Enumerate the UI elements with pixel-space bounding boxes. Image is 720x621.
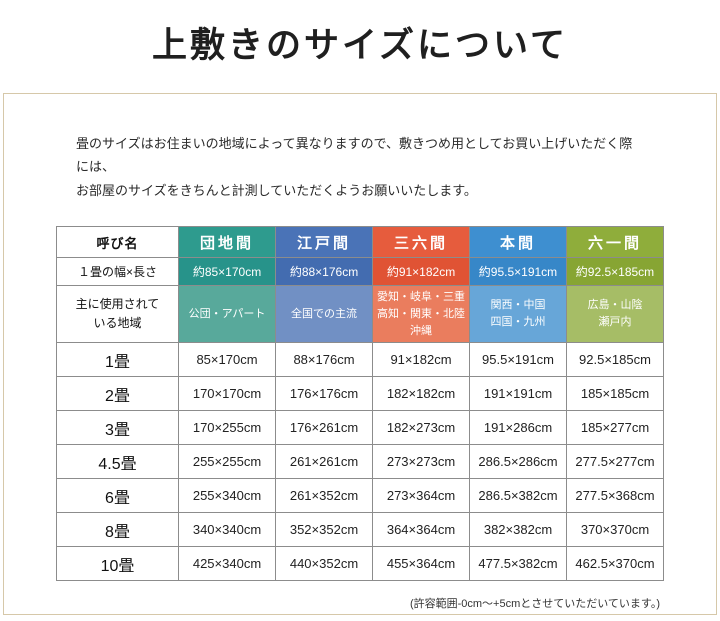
region-line: 高知・関東・北陸 bbox=[377, 307, 465, 320]
region-row: 主に使用されて いる地域 公団・アパート 全国での主流 愛知・岐阜・三重 高知・関東・… bbox=[56, 285, 664, 344]
region-cell: 愛知・岐阜・三重 高知・関東・北陸 沖縄 bbox=[372, 285, 470, 344]
size-value-cell: 95.5×191cm bbox=[469, 342, 567, 378]
row-label: 1畳 bbox=[56, 342, 179, 378]
size-value-cell: 170×255cm bbox=[178, 410, 276, 446]
size-value-cell: 425×340cm bbox=[178, 546, 276, 582]
region-line: 四国・九州 bbox=[490, 316, 546, 329]
size-value-cell: 191×191cm bbox=[469, 376, 567, 412]
table-row: 8畳 340×340cm 352×352cm 364×364cm 382×382cm 37… bbox=[56, 512, 664, 548]
row-label: 4.5畳 bbox=[56, 444, 179, 480]
size-value-cell: 352×352cm bbox=[275, 512, 373, 548]
size-value-cell: 185×185cm bbox=[566, 376, 664, 412]
corner-cell: 呼び名 bbox=[56, 226, 179, 259]
table-row: 10畳 425×340cm 440×352cm 455×364cm 477.5×382c… bbox=[56, 546, 664, 582]
size-value-cell: 92.5×185cm bbox=[566, 342, 664, 378]
size-value-cell: 370×370cm bbox=[566, 512, 664, 548]
row-label: 3畳 bbox=[56, 410, 179, 446]
width-length-cell: 約88×176cm bbox=[275, 257, 373, 287]
size-value-cell: 91×182cm bbox=[372, 342, 470, 378]
size-value-cell: 261×352cm bbox=[275, 478, 373, 514]
size-value-cell: 185×277cm bbox=[566, 410, 664, 446]
row-label: 8畳 bbox=[56, 512, 179, 548]
region-row-label: 主に使用されて いる地域 bbox=[56, 285, 179, 344]
description-line-1: 畳のサイズはお住まいの地域によって異なりますので、敷きつめ用としてお買い上げいた… bbox=[76, 136, 633, 175]
size-value-cell: 176×261cm bbox=[275, 410, 373, 446]
size-value-cell: 85×170cm bbox=[178, 342, 276, 378]
description-line-2: お部屋のサイズをきちんと計測していただくようお願いいたします。 bbox=[76, 182, 477, 198]
row-label: 6畳 bbox=[56, 478, 179, 514]
size-value-cell: 182×273cm bbox=[372, 410, 470, 446]
column-header-5: 六一間 bbox=[566, 226, 664, 259]
size-value-cell: 286.5×286cm bbox=[469, 444, 567, 480]
column-header-4: 本間 bbox=[469, 226, 567, 259]
region-line: 広島・山陰 bbox=[587, 299, 643, 312]
page-title: 上敷きのサイズについて bbox=[152, 26, 568, 65]
size-value-cell: 477.5×382cm bbox=[469, 546, 567, 582]
column-header-1: 団地間 bbox=[178, 226, 276, 259]
content-frame: 畳のサイズはお住まいの地域によって異なりますので、敷きつめ用としてお買い上げいた… bbox=[3, 93, 717, 615]
region-cell: 公団・アパート bbox=[178, 285, 276, 344]
table-header-row: 呼び名 団地間 江戸間 三六間 本間 六一間 bbox=[56, 226, 664, 259]
size-value-cell: 176×176cm bbox=[275, 376, 373, 412]
row-label: 10畳 bbox=[56, 546, 179, 582]
size-value-cell: 182×182cm bbox=[372, 376, 470, 412]
width-length-cell: 約92.5×185cm bbox=[566, 257, 664, 287]
width-length-cell: 約85×170cm bbox=[178, 257, 276, 287]
size-value-cell: 88×176cm bbox=[275, 342, 373, 378]
region-row-label-line-1: 主に使用されて bbox=[75, 296, 160, 311]
table-row: 6畳 255×340cm 261×352cm 273×364cm 286.5×382cm… bbox=[56, 478, 664, 514]
region-line: 公団・アパート bbox=[188, 307, 266, 320]
tatami-size-table: 呼び名 団地間 江戸間 三六間 本間 六一間 １畳の幅×長さ 約85×170cm 約88×… bbox=[56, 226, 664, 582]
region-line: 全国での主流 bbox=[291, 307, 357, 320]
size-value-cell: 255×255cm bbox=[178, 444, 276, 480]
column-header-3: 三六間 bbox=[372, 226, 470, 259]
size-value-cell: 191×286cm bbox=[469, 410, 567, 446]
table-row: 4.5畳 255×255cm 261×261cm 273×273cm 286.5×286… bbox=[56, 444, 664, 480]
region-line: 瀬戸内 bbox=[598, 316, 632, 329]
width-length-cell: 約95.5×191cm bbox=[469, 257, 567, 287]
size-value-cell: 277.5×368cm bbox=[566, 478, 664, 514]
table-row: 3畳 170×255cm 176×261cm 182×273cm 191×286cm 18… bbox=[56, 410, 664, 446]
size-value-cell: 364×364cm bbox=[372, 512, 470, 548]
table-row: 1畳 85×170cm 88×176cm 91×182cm 95.5×191cm 92.5… bbox=[56, 342, 664, 378]
region-cell: 全国での主流 bbox=[275, 285, 373, 344]
size-value-cell: 170×170cm bbox=[178, 376, 276, 412]
size-value-cell: 382×382cm bbox=[469, 512, 567, 548]
region-cell: 関西・中国四国・九州 bbox=[469, 285, 567, 344]
region-row-label-line-2: いる地域 bbox=[93, 316, 142, 331]
size-value-cell: 277.5×277cm bbox=[566, 444, 664, 480]
size-value-cell: 261×261cm bbox=[275, 444, 373, 480]
region-line: 沖縄 bbox=[410, 324, 432, 337]
region-cell: 広島・山陰 瀬戸内 bbox=[566, 285, 664, 344]
size-value-cell: 455×364cm bbox=[372, 546, 470, 582]
column-header-2: 江戸間 bbox=[275, 226, 373, 259]
width-length-cell: 約91×182cm bbox=[372, 257, 470, 287]
tolerance-footnote: (許容範囲-0cm～+5cmとさせていただいています。) bbox=[409, 598, 660, 611]
region-line: 愛知・岐阜・三重 bbox=[377, 290, 465, 303]
size-row-label: １畳の幅×長さ bbox=[56, 257, 179, 287]
table-row: 2畳 170×170cm 176×176cm 182×182cm 191×191cm 18… bbox=[56, 376, 664, 412]
size-value-cell: 440×352cm bbox=[275, 546, 373, 582]
width-length-row: １畳の幅×長さ 約85×170cm 約88×176cm 約91×182cm 約95.5… bbox=[56, 257, 664, 287]
row-label: 2畳 bbox=[56, 376, 179, 412]
size-value-cell: 273×273cm bbox=[372, 444, 470, 480]
size-value-cell: 255×340cm bbox=[178, 478, 276, 514]
size-value-cell: 462.5×370cm bbox=[566, 546, 664, 582]
size-value-cell: 340×340cm bbox=[178, 512, 276, 548]
size-value-cell: 273×364cm bbox=[372, 478, 470, 514]
size-value-cell: 286.5×382cm bbox=[469, 478, 567, 514]
description: 畳のサイズはお住まいの地域によって異なりますので、敷きつめ用としてお買い上げいた… bbox=[76, 132, 644, 202]
region-line: 関西・中国 bbox=[490, 299, 546, 312]
